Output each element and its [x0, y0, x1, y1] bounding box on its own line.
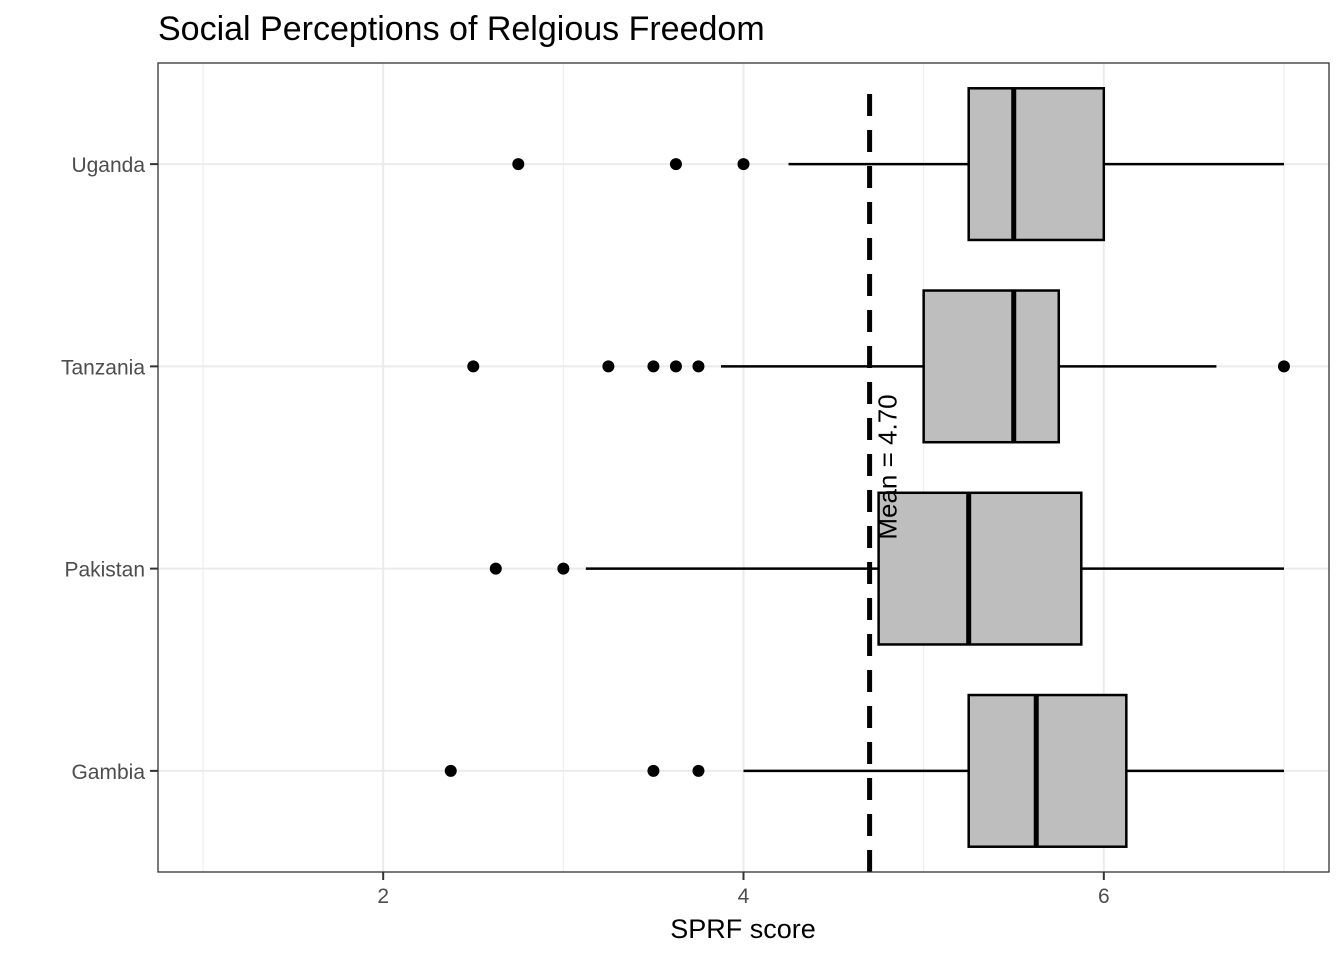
outlier-point	[602, 360, 615, 373]
box-iqr	[877, 491, 1083, 646]
outlier-point	[647, 360, 660, 373]
outlier-point	[1277, 360, 1290, 373]
outlier-point	[467, 360, 480, 373]
y-tick-label: Tanzania	[61, 356, 145, 379]
chart-title: Social Perceptions of Relgious Freedom	[158, 10, 765, 48]
y-tick-label: Pakistan	[64, 559, 145, 582]
outlier-point	[512, 158, 525, 171]
x-axis: 2 4 6	[377, 872, 1110, 908]
y-axis: Uganda Tanzania Pakistan Gambia	[61, 154, 158, 784]
outlier-point	[737, 158, 750, 171]
box-iqr	[922, 289, 1061, 444]
x-axis-title: SPRF score	[670, 914, 816, 944]
outlier-point	[692, 764, 705, 777]
outlier-point	[692, 360, 705, 373]
box-pakistan	[489, 491, 1284, 646]
box-group	[444, 87, 1290, 848]
outlier-point	[557, 562, 570, 575]
x-tick-label: 4	[738, 885, 750, 908]
box-iqr	[967, 87, 1106, 242]
outlier-point	[444, 764, 457, 777]
box-iqr	[967, 693, 1128, 848]
outlier-point	[669, 158, 682, 171]
box-uganda	[512, 87, 1284, 242]
y-tick-label: Gambia	[71, 761, 145, 784]
outlier-point	[647, 764, 660, 777]
x-tick-label: 6	[1098, 885, 1110, 908]
mean-label: Mean = 4.70	[873, 394, 903, 539]
box-tanzania	[467, 289, 1290, 444]
box-gambia	[444, 693, 1284, 848]
grid-lines	[158, 63, 1329, 872]
outlier-point	[489, 562, 502, 575]
outlier-point	[669, 360, 682, 373]
y-tick-label: Uganda	[71, 154, 145, 177]
x-tick-label: 2	[377, 885, 389, 908]
